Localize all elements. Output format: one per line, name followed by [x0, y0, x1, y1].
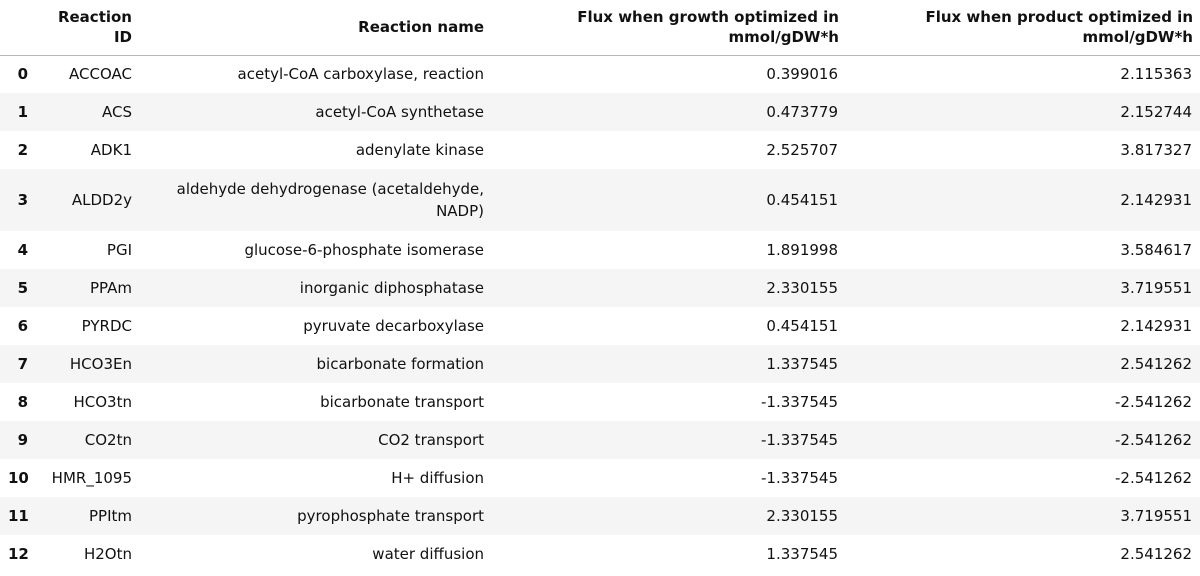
row-index: 6: [17, 317, 28, 335]
flux-product-cell: 2.152744: [1120, 103, 1192, 121]
flux-growth-cell: 2.525707: [766, 141, 838, 159]
table-row: 1 ACS acetyl-CoA synthetase 0.473779 2.15274…: [0, 93, 1200, 131]
reaction-name-cell: H+ diffusion: [391, 469, 484, 487]
header-flux-product: Flux when product optimized in mmol/gDW*…: [846, 0, 1200, 56]
reaction-id-cell: PYRDC: [81, 317, 132, 335]
flux-product-cell: -2.541262: [1115, 469, 1192, 487]
row-index: 3: [17, 191, 28, 209]
reaction-id-cell: ACS: [102, 103, 132, 121]
row-index: 0: [17, 65, 28, 84]
reaction-name-cell: CO2 transport: [378, 431, 484, 449]
row-index: 12: [8, 545, 29, 563]
table-row: 0 ACCOAC acetyl-CoA carboxylase, reaction 0…: [0, 55, 1200, 93]
reaction-id-cell: PPAm: [89, 279, 132, 297]
table-row: 5 PPAm inorganic diphosphatase 2.330155 3.71…: [0, 269, 1200, 307]
reaction-name-cell: pyruvate decarboxylase: [303, 317, 484, 335]
flux-product-cell: 3.719551: [1120, 279, 1192, 297]
table-row: 4 PGI glucose-6-phosphate isomerase 1.89199…: [0, 231, 1200, 269]
table-row: 9 CO2tn CO2 transport -1.337545 -2.541262: [0, 421, 1200, 459]
reaction-name-cell: bicarbonate formation: [316, 355, 484, 373]
table-row: 2 ADK1 adenylate kinase 2.525707 3.817327: [0, 131, 1200, 169]
header-reaction-id: Reaction ID: [40, 0, 140, 56]
flux-growth-cell: 0.454151: [766, 191, 838, 209]
table-header: Reaction ID Reaction name Flux when grow…: [0, 0, 1200, 56]
reaction-name-cell: aldehyde dehydrogenase (acetaldehyde, NA…: [176, 180, 484, 220]
flux-product-cell: 3.817327: [1120, 141, 1192, 159]
flux-growth-cell: 2.330155: [766, 507, 838, 525]
reaction-name-cell: bicarbonate transport: [320, 393, 484, 411]
flux-growth-cell: -1.337545: [761, 393, 838, 411]
row-index: 9: [17, 431, 28, 449]
reaction-id-cell: ALDD2y: [71, 191, 132, 209]
table-row: 7 HCO3En bicarbonate formation 1.337545 2.54…: [0, 345, 1200, 383]
flux-growth-cell: 1.337545: [766, 545, 838, 563]
table-row: 8 HCO3tn bicarbonate transport -1.337545 -2.…: [0, 383, 1200, 421]
flux-product-cell: 3.719551: [1120, 507, 1192, 525]
reaction-name-cell: pyrophosphate transport: [297, 507, 484, 525]
row-index: 11: [8, 507, 29, 525]
row-index: 5: [17, 279, 28, 297]
reaction-name-cell: water diffusion: [372, 545, 484, 563]
flux-product-cell: 2.142931: [1120, 317, 1192, 335]
row-index: 2: [17, 141, 28, 159]
flux-growth-cell: 0.399016: [766, 65, 838, 84]
flux-growth-cell: 0.454151: [766, 317, 838, 335]
flux-product-cell: 2.115363: [1120, 65, 1192, 84]
row-index: 7: [17, 355, 28, 373]
flux-product-cell: -2.541262: [1115, 431, 1192, 449]
reaction-id-cell: HMR_1095: [51, 469, 132, 487]
reaction-id-cell: H2Otn: [83, 545, 132, 563]
row-index: 8: [17, 393, 28, 411]
header-reaction-name: Reaction name: [140, 0, 492, 56]
reaction-name-cell: acetyl-CoA synthetase: [315, 103, 484, 121]
reaction-id-cell: ADK1: [90, 141, 132, 159]
flux-growth-cell: 2.330155: [766, 279, 838, 297]
flux-product-cell: 2.541262: [1120, 545, 1192, 563]
flux-product-cell: 2.142931: [1120, 191, 1192, 209]
flux-product-cell: -2.541262: [1115, 393, 1192, 411]
reaction-name-cell: adenylate kinase: [355, 141, 484, 159]
flux-product-cell: 3.584617: [1120, 241, 1192, 259]
flux-growth-cell: 1.891998: [766, 241, 838, 259]
reaction-id-cell: HCO3En: [69, 355, 132, 373]
reaction-name-cell: inorganic diphosphatase: [299, 279, 484, 297]
header-flux-growth: Flux when growth optimized in mmol/gDW*h: [492, 0, 846, 56]
flux-growth-cell: 0.473779: [766, 103, 838, 121]
reaction-id-cell: HCO3tn: [73, 393, 133, 411]
table-body: 0 ACCOAC acetyl-CoA carboxylase, reaction 0…: [0, 55, 1200, 573]
header-row: Reaction ID Reaction name Flux when grow…: [0, 0, 1200, 56]
table-row: 6 PYRDC pyruvate decarboxylase 0.454151 2.14…: [0, 307, 1200, 345]
reaction-name-cell: acetyl-CoA carboxylase, reaction: [237, 65, 484, 84]
flux-growth-cell: 1.337545: [766, 355, 838, 373]
row-index: 4: [17, 241, 28, 259]
reaction-id-cell: PPItm: [88, 507, 132, 525]
flux-product-cell: 2.541262: [1120, 355, 1192, 373]
header-index: [0, 0, 40, 56]
reaction-id-cell: ACCOAC: [69, 65, 132, 84]
table-row: 10 HMR_1095 H+ diffusion -1.337545 -2.541262: [0, 459, 1200, 497]
row-index: 10: [8, 469, 29, 487]
flux-growth-cell: -1.337545: [761, 431, 838, 449]
reaction-id-cell: CO2tn: [84, 431, 132, 449]
flux-growth-cell: -1.337545: [761, 469, 838, 487]
table-row: 11 PPItm pyrophosphate transport 2.330155 3.…: [0, 497, 1200, 535]
reaction-id-cell: PGI: [106, 241, 132, 259]
row-index: 1: [17, 103, 28, 121]
table-row: 12 H2Otn water diffusion 1.337545 2.541262: [0, 535, 1200, 573]
table-row: 3 ALDD2y aldehyde dehydrogenase (acetaldeh…: [0, 169, 1200, 231]
reaction-name-cell: glucose-6-phosphate isomerase: [244, 241, 484, 259]
